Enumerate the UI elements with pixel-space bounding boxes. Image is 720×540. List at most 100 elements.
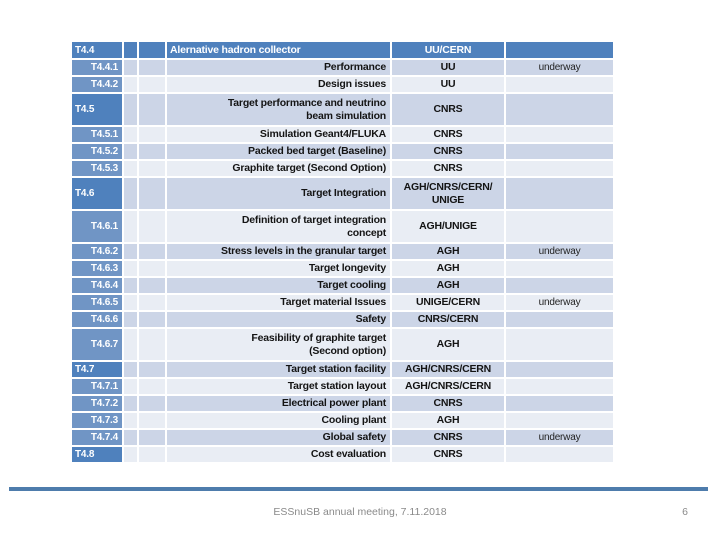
table-row: T4.7.4 Global safety CNRS underway: [72, 430, 613, 445]
organization-cell: CNRS/CERN: [392, 312, 504, 327]
spacer-cell-a: [124, 60, 137, 75]
table-row: T4.6.1 Definition of target integration …: [72, 211, 613, 242]
table-row: T4.6.4 Target cooling AGH: [72, 278, 613, 293]
spacer-cell-b: [139, 295, 165, 310]
task-description-cell: Cost evaluation: [167, 447, 390, 462]
task-id-cell: T4.5: [72, 94, 122, 125]
status-cell: [506, 261, 613, 276]
status-cell: [506, 94, 613, 125]
spacer-cell-a: [124, 144, 137, 159]
spacer-cell-b: [139, 161, 165, 176]
task-description-cell: Packed bed target (Baseline): [167, 144, 390, 159]
spacer-cell-b: [139, 329, 165, 360]
status-cell: [506, 127, 613, 142]
spacer-cell-b: [139, 362, 165, 377]
organization-cell: CNRS: [392, 127, 504, 142]
status-cell: underway: [506, 295, 613, 310]
task-description-cell: Electrical power plant: [167, 396, 390, 411]
task-id-cell: T4.6.2: [72, 244, 122, 259]
status-cell: [506, 178, 613, 209]
organization-cell: AGH: [392, 329, 504, 360]
task-id-cell: T4.7.4: [72, 430, 122, 445]
spacer-cell-b: [139, 379, 165, 394]
task-id-cell: T4.6.4: [72, 278, 122, 293]
task-id-cell: T4.6.3: [72, 261, 122, 276]
status-cell: [506, 42, 613, 58]
status-cell: [506, 312, 613, 327]
task-id-cell: T4.6: [72, 178, 122, 209]
spacer-cell-b: [139, 144, 165, 159]
task-id-cell: T4.4.1: [72, 60, 122, 75]
spacer-cell-a: [124, 244, 137, 259]
spacer-cell-b: [139, 278, 165, 293]
task-id-cell: T4.6.6: [72, 312, 122, 327]
spacer-cell-a: [124, 362, 137, 377]
task-id-cell: T4.6.7: [72, 329, 122, 360]
task-id-cell: T4.7.1: [72, 379, 122, 394]
task-id-cell: T4.5.3: [72, 161, 122, 176]
spacer-cell-a: [124, 430, 137, 445]
task-description-cell: Target material Issues: [167, 295, 390, 310]
spacer-cell-a: [124, 211, 137, 242]
task-description-cell: Safety: [167, 312, 390, 327]
status-cell: [506, 144, 613, 159]
status-cell: [506, 161, 613, 176]
spacer-cell-a: [124, 94, 137, 125]
table-row: T4.7 Target station facility AGH/CNRS/CE…: [72, 362, 613, 377]
table-row: T4.6 Target Integration AGH/CNRS/CERN/ U…: [72, 178, 613, 209]
task-description-cell: Design issues: [167, 77, 390, 92]
organization-cell: UU: [392, 77, 504, 92]
spacer-cell-b: [139, 127, 165, 142]
table-row: T4.6.2 Stress levels in the granular tar…: [72, 244, 613, 259]
spacer-cell-b: [139, 447, 165, 462]
status-cell: [506, 413, 613, 428]
organization-cell: CNRS: [392, 144, 504, 159]
spacer-cell-a: [124, 295, 137, 310]
task-id-cell: T4.7.3: [72, 413, 122, 428]
status-cell: underway: [506, 244, 613, 259]
table-row: T4.7.1 Target station layout AGH/CNRS/CE…: [72, 379, 613, 394]
status-cell: [506, 379, 613, 394]
table-row: T4.4.1 Performance UU underway: [72, 60, 613, 75]
spacer-cell-b: [139, 42, 165, 58]
status-cell: [506, 278, 613, 293]
spacer-cell-a: [124, 379, 137, 394]
spacer-cell-b: [139, 413, 165, 428]
spacer-cell-a: [124, 77, 137, 92]
status-cell: [506, 329, 613, 360]
task-description-cell: Target performance and neutrino beam sim…: [167, 94, 390, 125]
task-description-cell: Target longevity: [167, 261, 390, 276]
table-row: T4.5.1 Simulation Geant4/FLUKA CNRS: [72, 127, 613, 142]
status-cell: underway: [506, 60, 613, 75]
page-number: 6: [682, 506, 688, 518]
task-description-cell: Performance: [167, 60, 390, 75]
footer-divider: [9, 487, 708, 491]
task-id-cell: T4.4: [72, 42, 122, 58]
organization-cell: AGH/CNRS/CERN/ UNIGE: [392, 178, 504, 209]
organization-cell: AGH/UNIGE: [392, 211, 504, 242]
spacer-cell-b: [139, 77, 165, 92]
spacer-cell-a: [124, 312, 137, 327]
task-id-cell: T4.8: [72, 447, 122, 462]
spacer-cell-b: [139, 244, 165, 259]
status-cell: underway: [506, 430, 613, 445]
table-row: T4.6.3 Target longevity AGH: [72, 261, 613, 276]
spacer-cell-b: [139, 396, 165, 411]
spacer-cell-b: [139, 312, 165, 327]
task-description-cell: Target station layout: [167, 379, 390, 394]
spacer-cell-b: [139, 261, 165, 276]
task-description-cell: Feasibility of graphite target (Second o…: [167, 329, 390, 360]
spacer-cell-b: [139, 94, 165, 125]
task-id-cell: T4.6.5: [72, 295, 122, 310]
status-cell: [506, 211, 613, 242]
task-description-cell: Definition of target integration concept: [167, 211, 390, 242]
table-row: T4.4.2 Design issues UU: [72, 77, 613, 92]
task-id-cell: T4.6.1: [72, 211, 122, 242]
task-description-cell: Target cooling: [167, 278, 390, 293]
organization-cell: CNRS: [392, 94, 504, 125]
task-description-cell: Global safety: [167, 430, 390, 445]
organization-cell: AGH: [392, 278, 504, 293]
organization-cell: CNRS: [392, 161, 504, 176]
status-cell: [506, 447, 613, 462]
